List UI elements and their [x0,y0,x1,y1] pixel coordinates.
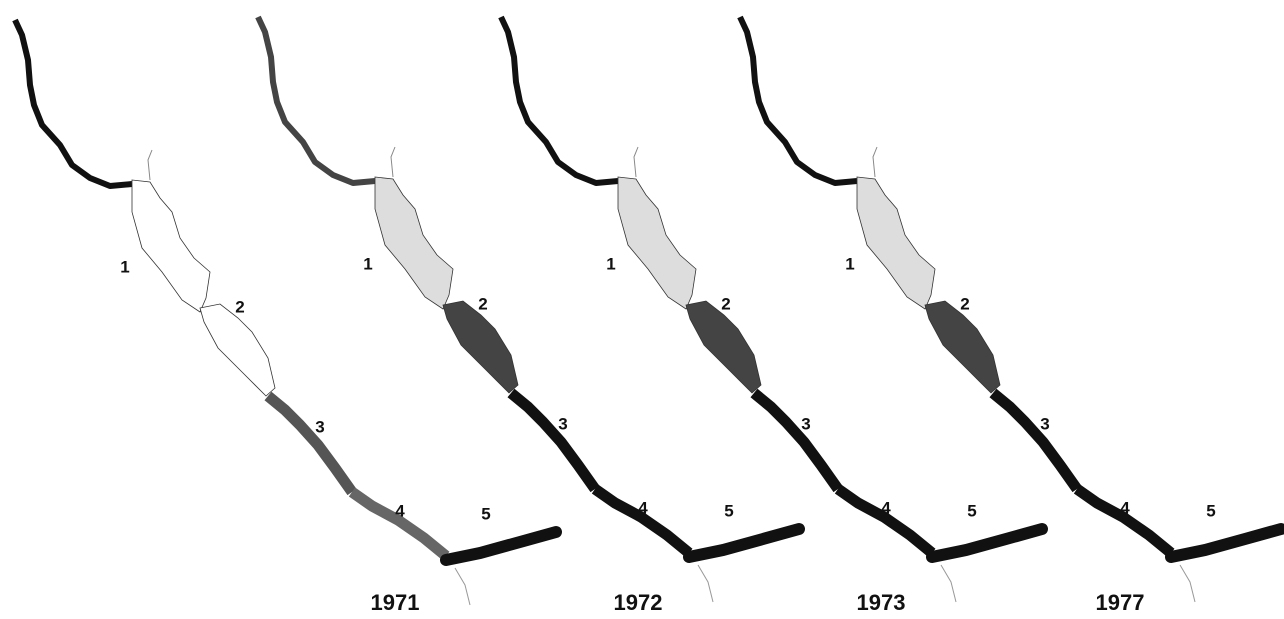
river-tail [1180,565,1195,602]
zone-label: 1 [845,254,854,273]
inlet [148,150,152,180]
zone-area [200,304,275,396]
zone-river [993,393,1077,489]
river-upper [740,17,857,183]
zone-area [857,177,935,309]
zone-river [932,529,1042,557]
inlet [634,147,638,177]
zone-river [511,393,595,489]
river-tail [941,565,956,602]
zone-label: 3 [801,414,810,433]
river-tail [698,565,713,602]
zone-label: 4 [638,498,648,517]
zone-area [375,177,453,309]
inlet [873,147,877,177]
zone-river [754,393,838,489]
zone-label: 2 [235,297,244,316]
year-label: 1972 [614,590,663,615]
map-panel: 1 2 3 4 5 1977 [740,17,1281,615]
figure: 1 2 3 4 5 1971 1 2 3 4 5 1972 1 2 3 4 5 1973 1 2 3 4 5 1977 [0,0,1284,619]
zone-label: 2 [960,294,969,313]
river-upper [501,17,618,183]
zone-label: 3 [558,414,567,433]
zone-label: 1 [363,254,372,273]
zone-label: 5 [1206,501,1215,520]
zone-area [443,301,518,393]
zone-label: 1 [120,257,129,276]
zone-area [132,180,210,312]
zone-label: 1 [606,254,615,273]
river-upper [15,20,132,186]
year-label: 1973 [857,590,906,615]
year-label: 1971 [371,590,420,615]
zone-river [268,396,352,492]
zone-label: 2 [478,294,487,313]
zone-label: 5 [724,501,733,520]
zone-river [446,532,556,560]
zone-river [689,529,799,557]
zone-label: 3 [315,417,324,436]
zone-label: 5 [481,504,490,523]
zone-label: 4 [395,501,405,520]
river-tail [455,568,470,605]
zone-area [618,177,696,309]
zone-label: 2 [721,294,730,313]
zone-label: 3 [1040,414,1049,433]
zone-river [1171,529,1281,557]
inlet [391,147,395,177]
zone-area [925,301,1000,393]
zone-label: 5 [967,501,976,520]
zone-area [686,301,761,393]
zone-label: 4 [881,498,891,517]
year-label: 1977 [1096,590,1145,615]
zone-label: 4 [1120,498,1130,517]
river-upper [258,17,375,183]
